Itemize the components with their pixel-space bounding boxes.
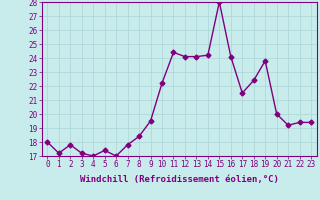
X-axis label: Windchill (Refroidissement éolien,°C): Windchill (Refroidissement éolien,°C) [80,175,279,184]
